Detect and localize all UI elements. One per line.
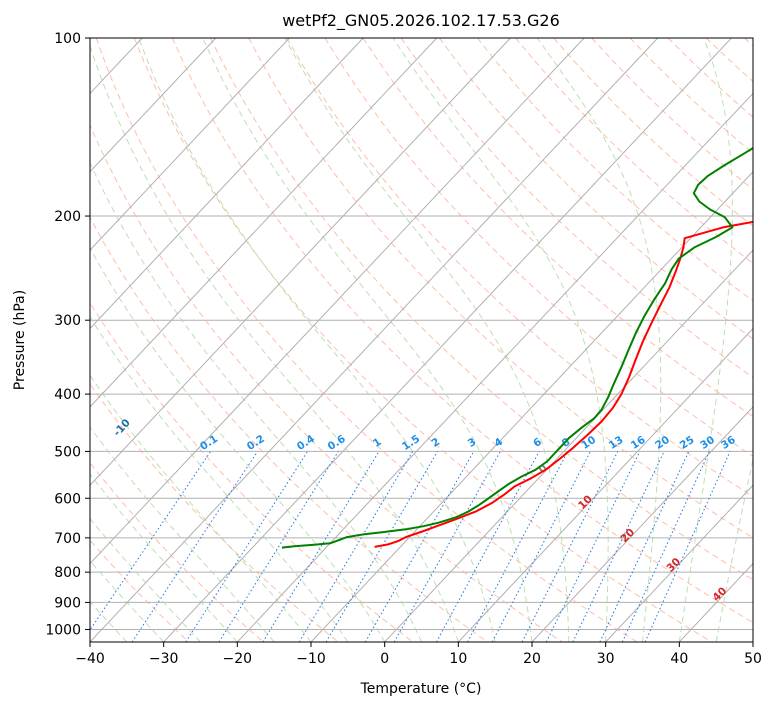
dewpoint-line <box>281 146 753 549</box>
mixing-ratio-line <box>218 451 339 642</box>
isotherm-line <box>90 38 290 251</box>
moist-adiabat-line <box>392 38 609 642</box>
mixing-ratio-line <box>298 451 414 642</box>
x-tick-label: 10 <box>449 651 467 667</box>
mixing-ratio-line <box>262 451 380 642</box>
x-tick-label: −10 <box>296 651 326 667</box>
y-tick-label: 600 <box>54 491 81 507</box>
y-axis-title: Pressure (hPa) <box>12 290 28 390</box>
moist-adiabat-line <box>284 38 570 642</box>
x-axis-title: Temperature (°C) <box>360 681 482 697</box>
moist-adiabat-line <box>536 38 662 642</box>
x-tick-label: 20 <box>523 651 541 667</box>
isotherm-line <box>310 171 753 642</box>
x-tick-label: 0 <box>380 651 389 667</box>
y-axis-ticks: 100 200 300 400 500 600 700 800 900 1000 <box>45 31 90 638</box>
isotherm-line <box>90 38 438 408</box>
moist-adiabat-line <box>90 44 459 642</box>
moist-adiabat-line <box>90 315 349 642</box>
isotherm-line <box>605 484 753 642</box>
dry-adiabat-line <box>95 38 638 642</box>
isotherm-line <box>531 406 753 642</box>
isotherm-line <box>236 92 753 642</box>
isotherm-line <box>384 249 753 642</box>
dry-adiabat-line <box>90 216 488 642</box>
moist-adiabat-line <box>202 38 533 642</box>
mixing-ratio-line <box>185 451 308 642</box>
y-tick-label: 700 <box>54 531 81 547</box>
isotherms <box>90 38 753 642</box>
mixing-ratio-line <box>621 451 710 642</box>
profile-series <box>281 146 753 549</box>
y-tick-label: 200 <box>54 209 81 225</box>
x-tick-label: −20 <box>223 651 253 667</box>
y-tick-label: 800 <box>54 565 81 581</box>
moist-adiabat-line <box>138 38 496 642</box>
x-tick-label: 40 <box>670 651 688 667</box>
dry-adiabat-line <box>171 38 753 624</box>
moist-adiabat-line <box>715 456 753 642</box>
x-tick-label: 50 <box>744 651 762 667</box>
moist-adiabat-line <box>90 426 275 642</box>
dry-adiabat-line <box>438 38 753 340</box>
plot-area: 0.10.20.40.611.52346810131620253036-100-… <box>90 38 753 642</box>
x-axis-ticks: −40 −30 −20 −10 0 10 20 30 40 50 <box>75 642 762 667</box>
y-tick-label: 900 <box>54 595 81 611</box>
moist-adiabats <box>90 38 753 642</box>
mixing-ratio-line <box>325 451 438 642</box>
dry-adiabat-line <box>286 38 753 498</box>
y-tick-label: 300 <box>54 313 81 329</box>
moist-adiabat-line <box>90 247 386 642</box>
moist-adiabat-line <box>678 38 733 642</box>
mixing-ratio-line <box>572 451 665 642</box>
dry-adiabat-line <box>90 462 264 642</box>
x-tick-label: −30 <box>149 651 179 667</box>
y-tick-label: 400 <box>54 387 81 403</box>
isotherm-line <box>90 38 659 642</box>
y-tick-label: 1000 <box>45 622 81 638</box>
mixing-ratio-line <box>364 451 475 642</box>
dry-adiabat-line <box>90 123 563 642</box>
isotherm-line <box>90 38 511 486</box>
isotherm-line <box>90 38 364 330</box>
dry-adiabat-line <box>90 539 190 642</box>
dry-adiabat-line <box>133 38 712 642</box>
isotherm-line <box>90 38 585 565</box>
isotherm-line <box>457 327 753 642</box>
mixing-ratio-line <box>599 451 690 642</box>
y-tick-label: 500 <box>54 444 81 460</box>
dry-adiabat-line <box>477 38 753 302</box>
isotherm-line <box>90 38 217 173</box>
mixing-ratio-line <box>393 451 501 642</box>
mixing-ratio-line <box>545 451 641 642</box>
temperature-line <box>374 220 753 548</box>
x-tick-label: 30 <box>597 651 615 667</box>
isotherm-line <box>163 38 732 642</box>
x-tick-label: −40 <box>75 651 105 667</box>
mixing-ratio-lines <box>90 451 731 642</box>
dry-adiabat-line <box>362 38 753 418</box>
chart-title: wetPf2_GN05.2026.102.17.53.G26 <box>282 11 560 31</box>
dry-adiabat-line <box>248 38 753 539</box>
dry-adiabat-line <box>400 38 753 378</box>
plot-frame <box>89 37 754 643</box>
mixing-ratio-line <box>644 451 731 642</box>
y-tick-label: 100 <box>54 31 81 47</box>
